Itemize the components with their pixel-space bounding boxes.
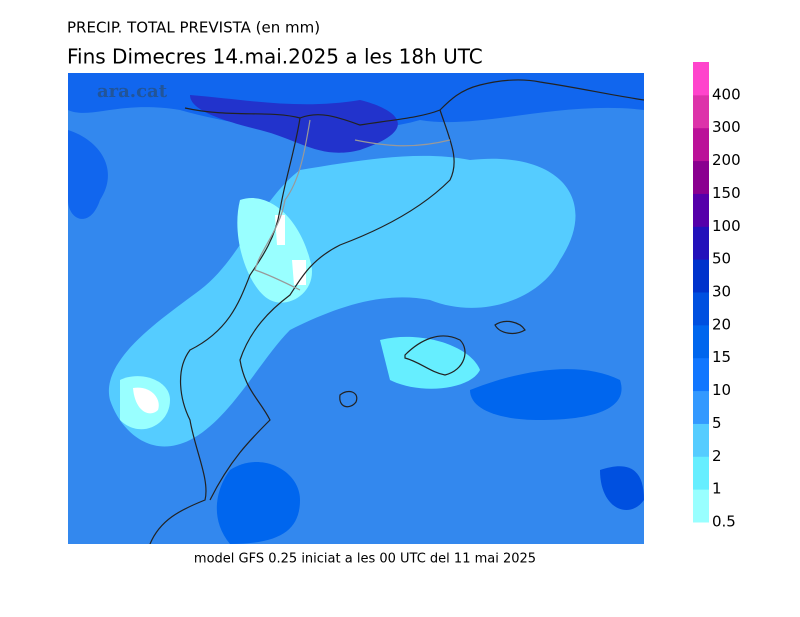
legend-swatch (693, 292, 709, 326)
legend-label: 5 (712, 414, 722, 432)
subtitle: Fins Dimecres 14.mai.2025 a les 18h UTC (67, 45, 483, 69)
footer: model GFS 0.25 iniciat a les 00 UTC del … (194, 552, 536, 567)
legend: 0.5 1 2 5 10 15 20 30 50 100 150 200 300 400 (693, 62, 741, 531)
title: PRECIP. TOTAL PREVISTA (en mm) (67, 19, 320, 37)
legend-swatch (693, 390, 709, 424)
legend-label: 150 (712, 184, 741, 202)
legend-label: 30 (712, 283, 731, 301)
legend-swatch (693, 456, 709, 490)
legend-label: 400 (712, 85, 741, 103)
legend-swatch (693, 62, 709, 96)
legend-label: 300 (712, 118, 741, 136)
island (404, 335, 466, 376)
legend-label: 1 (712, 480, 722, 498)
legend-swatch (693, 357, 709, 392)
legend-label: 50 (712, 250, 731, 268)
legend-swatch (693, 127, 709, 162)
precip-area (216, 461, 300, 544)
map: ara.cat (68, 73, 644, 544)
legend-label: 100 (712, 217, 741, 235)
legend-swatch (693, 193, 709, 227)
legend-label: 15 (712, 348, 731, 366)
precip-area (108, 155, 576, 447)
precip-area (380, 336, 480, 389)
precip-area (190, 95, 398, 153)
island (494, 320, 526, 335)
legend-label: 0.5 (712, 513, 736, 531)
legend-swatch (693, 324, 709, 359)
coastline (209, 109, 455, 501)
precip-area (600, 466, 644, 510)
precip-area (275, 215, 306, 285)
map-background (68, 73, 644, 544)
coastline (184, 79, 644, 126)
island (339, 390, 358, 408)
legend-swatch (693, 226, 709, 260)
legend-swatch (693, 489, 709, 523)
watermark: ara.cat (97, 81, 168, 102)
legend-swatch (693, 259, 709, 293)
legend-label: 200 (712, 151, 741, 169)
legend-label: 2 (712, 447, 722, 465)
coastline (149, 117, 301, 544)
precip-area (470, 369, 622, 420)
precip-area (68, 130, 109, 219)
legend-label: 20 (712, 315, 731, 333)
border (254, 119, 451, 291)
legend-swatch (693, 160, 709, 194)
precip-area (133, 387, 159, 414)
legend-label: 10 (712, 381, 731, 399)
legend-swatch (693, 423, 709, 457)
legend-swatch (693, 94, 709, 129)
